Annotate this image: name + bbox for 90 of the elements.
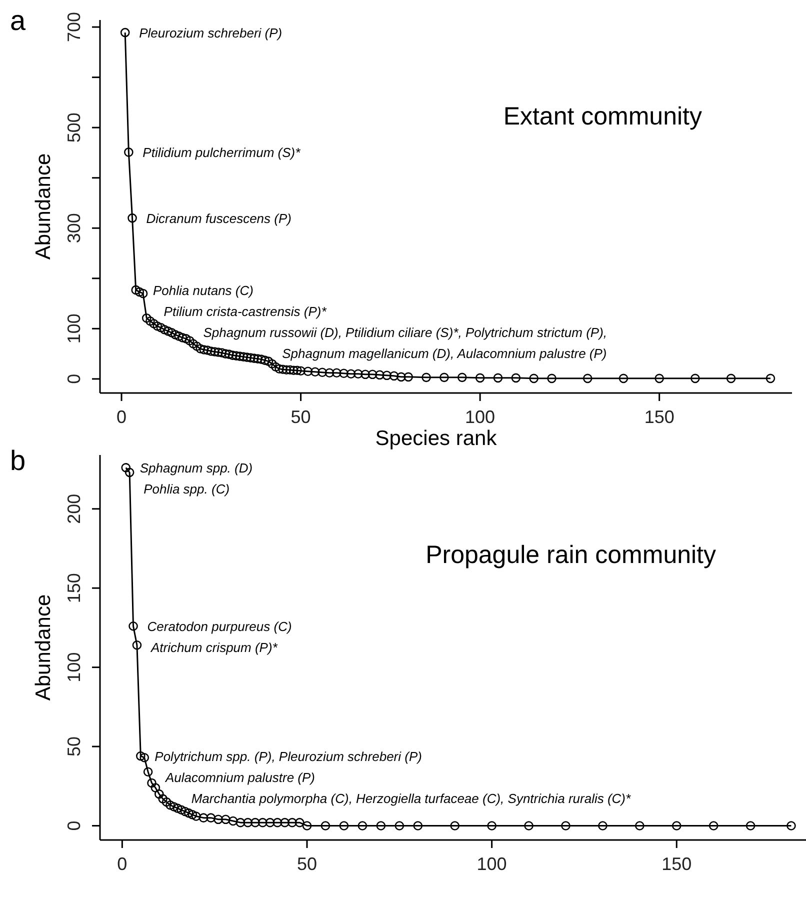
point (180, 806, 190, 816)
annotation: Pleurozium schreberi (P) (139, 26, 282, 41)
y-tick-label: 100 (64, 652, 84, 682)
point (672, 821, 682, 830)
annotation: Atrichum crispum (P)* (150, 640, 278, 656)
annotation: Pohlia nutans (C) (153, 282, 254, 298)
point (524, 821, 534, 830)
point (206, 813, 216, 822)
annotation: Sphagnum magellanicum (D), Aulacomnium palustre (P) (282, 346, 607, 361)
point (154, 789, 164, 799)
point (450, 821, 460, 830)
annotation: Sphagnum russowii (D), Ptilidium ciliare (S)*, Polytrichum strictum (P), (203, 324, 608, 340)
point (184, 808, 194, 818)
point (250, 818, 260, 828)
point (214, 814, 223, 824)
point (786, 821, 796, 830)
point (236, 818, 246, 828)
y-tick-label: 200 (64, 494, 84, 524)
point (162, 797, 172, 807)
point (150, 783, 160, 792)
point (124, 468, 134, 478)
annotation: Pohlia spp. (C) (144, 482, 230, 497)
point (635, 821, 644, 830)
point (121, 463, 131, 472)
annotation: Ptilium crista-castrensis (P)* (164, 304, 328, 319)
y-tick-label: 150 (64, 573, 84, 604)
y-tick-label: 300 (64, 213, 84, 244)
point (394, 821, 404, 830)
point (243, 818, 253, 828)
point (172, 804, 182, 813)
point (413, 821, 423, 830)
y-tick-label: 0 (64, 820, 84, 831)
point (132, 640, 142, 650)
y-tick-label: 500 (64, 112, 84, 143)
point (221, 814, 230, 824)
point (358, 821, 368, 830)
point (258, 818, 268, 828)
point (320, 821, 330, 830)
y-axis-title: Abundance (32, 594, 55, 701)
x-tick-label: 150 (644, 407, 674, 427)
annotation: Aulacomnium palustre (P) (164, 770, 316, 786)
point (147, 778, 156, 788)
text: Propagule rain community (426, 540, 716, 569)
x-tick-label: 0 (116, 407, 127, 427)
point (228, 816, 238, 826)
point (169, 802, 179, 812)
point (188, 810, 198, 820)
annotation: Ceratodon purpureus (C) (147, 619, 292, 634)
point (265, 818, 275, 828)
point (598, 821, 608, 830)
y-tick-label: 0 (64, 374, 84, 384)
point (339, 821, 349, 830)
point (158, 794, 168, 804)
text: Extant community (503, 102, 702, 130)
x-axis-title: Species rank (375, 427, 498, 450)
point (198, 813, 208, 822)
point (376, 821, 386, 830)
point (128, 621, 138, 631)
annotation: Ptilidium pulcherrimum (S)* (142, 145, 302, 160)
point (302, 821, 312, 830)
y-axis-title: Abundance (32, 153, 55, 260)
point (708, 821, 718, 830)
point (294, 818, 304, 828)
x-tick-label: 50 (290, 407, 311, 427)
point (166, 800, 175, 810)
point (288, 818, 297, 828)
point (746, 821, 756, 830)
x-tick-label: 100 (476, 854, 507, 874)
y-tick-label: 100 (64, 314, 84, 344)
x-tick-label: 100 (465, 407, 496, 427)
point (280, 818, 290, 828)
x-tick-label: 50 (296, 854, 318, 874)
point (140, 752, 150, 762)
point (191, 812, 201, 821)
point (487, 821, 496, 830)
x-tick-label: 0 (117, 854, 128, 874)
point (272, 818, 282, 828)
text: b (10, 445, 26, 476)
y-tick-label: 50 (64, 736, 84, 757)
point (143, 767, 153, 777)
annotation: Polytrichum spp. (P), Pleurozium schreberi (P) (154, 749, 422, 764)
point (176, 805, 186, 815)
point (136, 751, 146, 761)
annotation: Dicranum fuscescens (P) (146, 211, 292, 226)
point (561, 821, 570, 830)
text: a (10, 5, 26, 36)
annotation: Marchantia polymorpha (C), Herzogiella turfaceae (C), Syntrichia ruralis (C)* (191, 791, 632, 806)
annotation: Sphagnum spp. (D) (140, 460, 253, 476)
y-tick-label: 700 (64, 12, 84, 42)
x-tick-label: 150 (662, 854, 692, 874)
